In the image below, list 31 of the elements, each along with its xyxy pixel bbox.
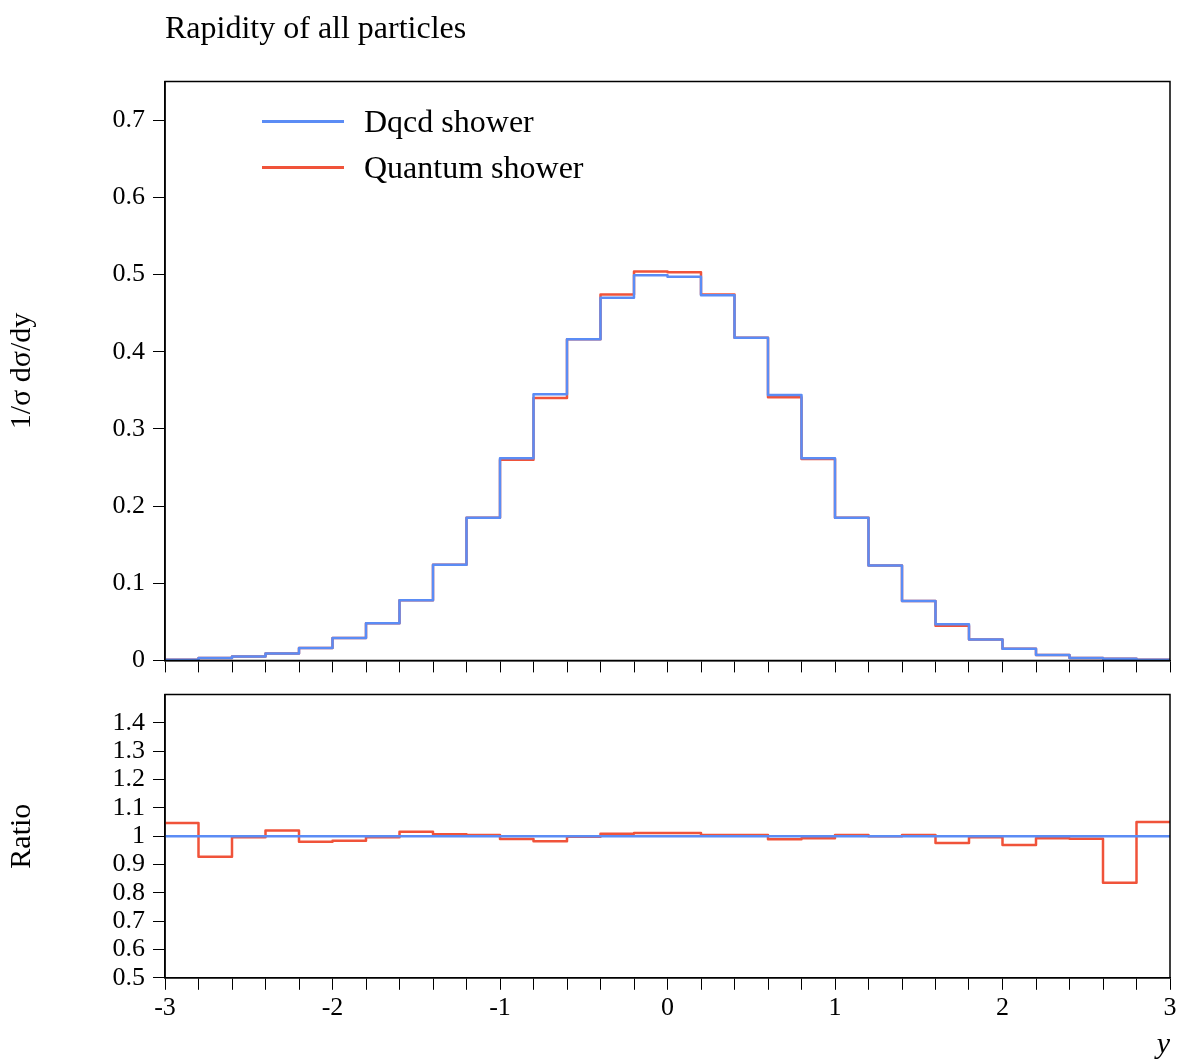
y-tick-label: 1.2 bbox=[112, 763, 145, 793]
x-tick-label: 1 bbox=[828, 992, 842, 1022]
x-tick-label: 2 bbox=[996, 992, 1009, 1022]
chart-title: Rapidity of all particles bbox=[164, 8, 468, 47]
legend-label: Quantum shower bbox=[364, 148, 584, 186]
x-tick-label: -2 bbox=[321, 992, 344, 1022]
y-tick-label: 0.8 bbox=[112, 876, 145, 906]
y-tick-label: 0.5 bbox=[112, 258, 145, 288]
x-tick-label: -3 bbox=[154, 992, 176, 1022]
x-tick-label: 0 bbox=[661, 992, 674, 1022]
y-tick-label: 0.7 bbox=[112, 904, 145, 934]
y-tick-label: 0.6 bbox=[112, 933, 145, 963]
y-axis-title: 1/σ dσ/dy bbox=[2, 312, 36, 430]
y-tick-label: 1.4 bbox=[112, 706, 145, 736]
x-tick-label: 3 bbox=[1163, 992, 1177, 1022]
y-tick-label: 1 bbox=[132, 820, 145, 850]
y-tick-label: 1.3 bbox=[112, 735, 145, 765]
y-tick-label: 0.1 bbox=[112, 567, 145, 597]
y-tick-label: 0 bbox=[132, 644, 145, 674]
y-tick-label: 0.9 bbox=[112, 848, 145, 878]
y-axis-title: Ratio bbox=[2, 803, 36, 869]
y-tick-label: 0.2 bbox=[112, 489, 145, 519]
y-tick-label: 0.3 bbox=[112, 412, 145, 442]
legend-label: Dqcd shower bbox=[364, 102, 534, 140]
y-tick-label: 0.4 bbox=[112, 335, 145, 365]
x-tick-label: -1 bbox=[489, 992, 511, 1022]
x-axis-title: y bbox=[1153, 1025, 1171, 1059]
y-tick-label: 1.1 bbox=[112, 791, 145, 821]
y-tick-label: 0.6 bbox=[112, 181, 145, 211]
y-tick-label: 0.7 bbox=[112, 104, 145, 134]
y-tick-label: 0.5 bbox=[112, 961, 145, 991]
